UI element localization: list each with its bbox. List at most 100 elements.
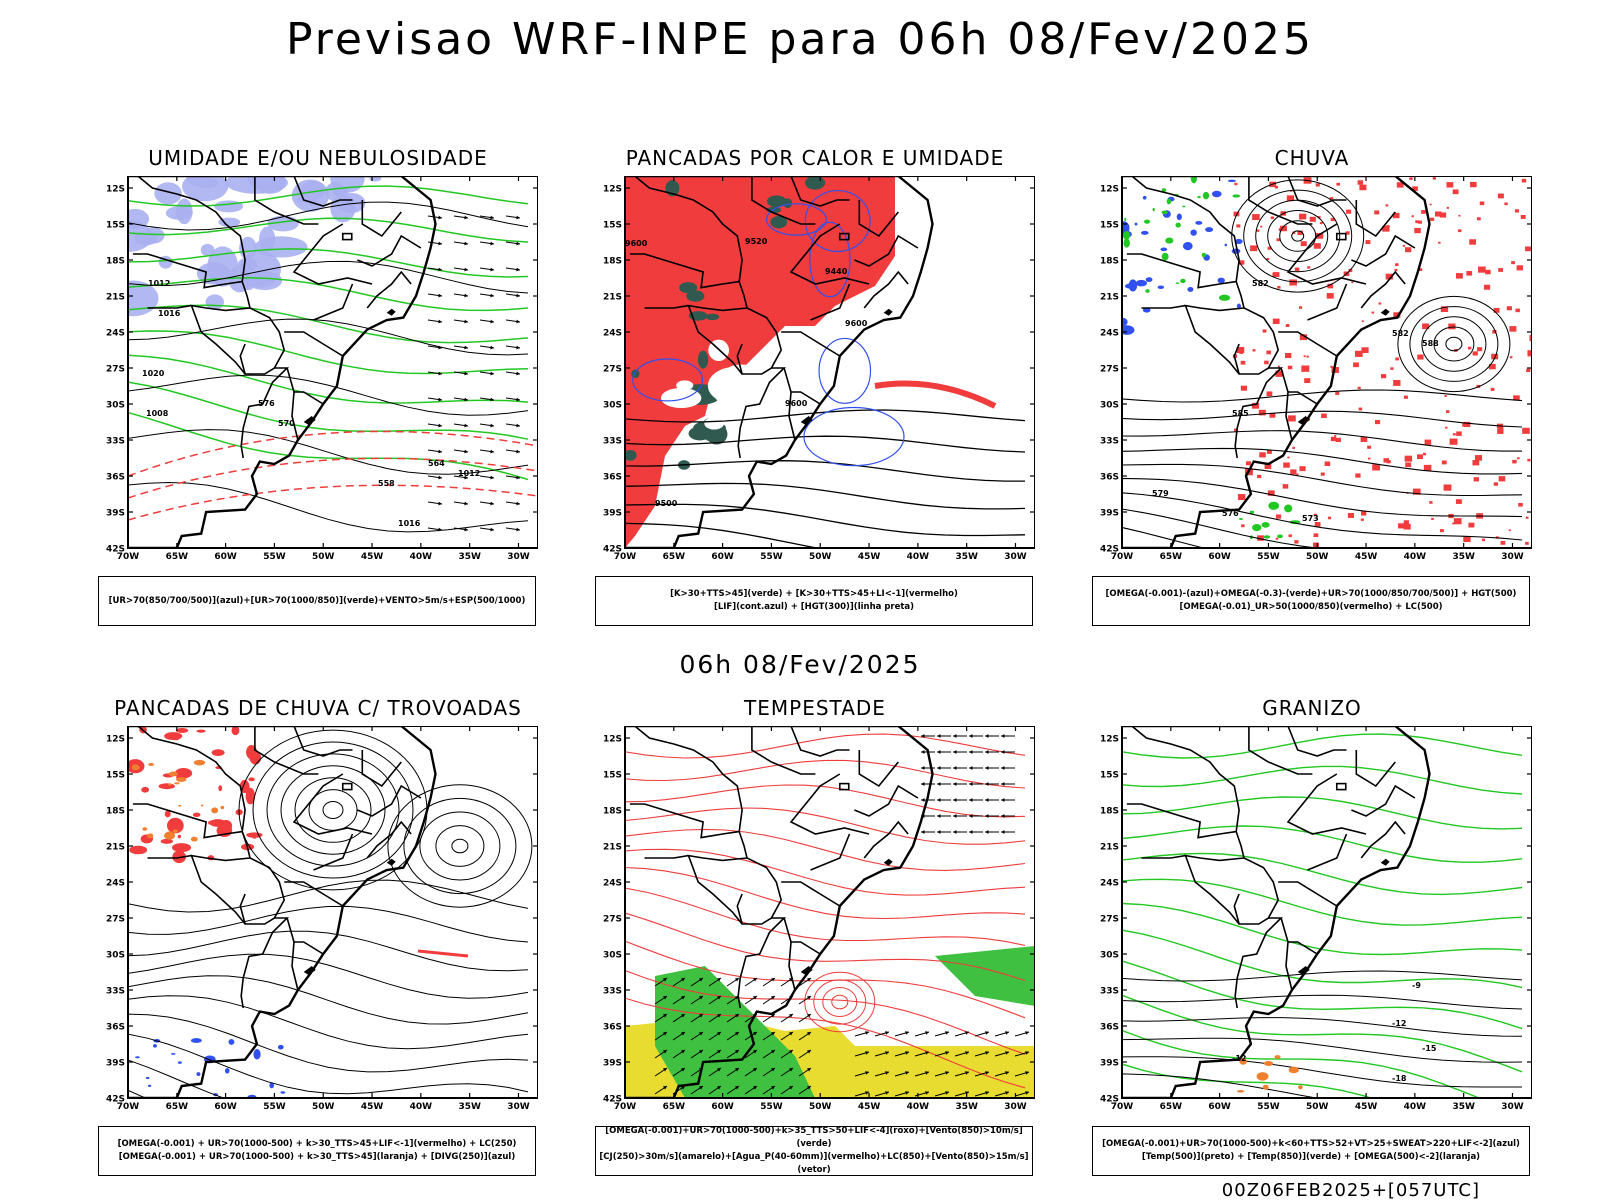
thunder-orange-area [164,831,176,840]
omega-area [1142,307,1151,313]
border-line [1234,917,1284,1009]
rain-area [1250,245,1258,252]
lon-label: 50W [809,552,832,562]
divergence-area [253,1049,261,1060]
rain-area [1357,386,1361,390]
border-line [1278,331,1338,357]
rain-area [1435,211,1442,217]
contour-label: -18 [1392,1074,1407,1083]
rain-area [1462,422,1468,427]
humidity-contour [128,354,529,404]
thunder-orange-area [190,836,198,842]
lat-label: 12S [1100,185,1119,195]
lon-label: 60W [1208,552,1231,562]
lat-label: 15S [106,771,125,781]
wind-vector [438,267,442,272]
rain-area [1330,436,1337,442]
wind-vector [937,798,941,802]
wind-vector [717,1050,721,1054]
pressure-contour [128,429,529,475]
omega-area [1176,213,1182,221]
rain-area [1456,273,1463,279]
omega-strong-area [1201,252,1207,258]
divergence-area [135,1056,140,1059]
rain-area [1297,230,1303,235]
border-line [240,917,290,1009]
wind-vector [945,1091,949,1095]
rain-area [1393,380,1401,386]
rain-area [1315,183,1320,187]
lon-label: 60W [711,1102,734,1112]
lon-label: 50W [1306,552,1329,562]
wind-vector [953,830,957,834]
rain-area [1252,214,1260,221]
lon-label: 65W [1160,1102,1183,1112]
border-line [789,773,870,835]
streamline [128,930,529,972]
wind-vector [969,814,973,818]
border-line [254,176,319,225]
omega-strong-area [1277,534,1283,539]
lon-label: 50W [312,1102,335,1112]
wind-vector [490,371,494,376]
wind-vector [464,449,468,454]
map-layers [128,726,533,1098]
wind-vector [807,1086,811,1090]
rain-area [1288,534,1292,538]
clear-area [746,365,779,396]
capital-marker [341,232,353,241]
streamline [280,765,386,855]
border-line [783,917,796,991]
rain-area [1448,323,1456,330]
lagoon [1297,966,1310,975]
water-contour [625,988,1026,1089]
temp-850-contour [1122,796,1523,830]
wind-vector [985,734,989,738]
wind-vector [717,1068,721,1072]
map-frame [127,176,538,549]
lat-label: 36S [106,1023,125,1033]
rain-area [1374,210,1380,215]
legend-line: [OMEGA(-0.001) + UR>70(1000-500) + k>30_… [118,1152,516,1162]
panel-title: GRANIZO [1262,696,1362,720]
rain-area [1355,473,1361,478]
wind-vector [464,397,468,402]
omega-area [1190,229,1197,236]
height-contour [1433,326,1475,362]
thunder-area [129,845,148,855]
rain-area [1237,494,1246,501]
temp-500-contour [1122,970,1523,982]
wind-vector [735,1086,739,1090]
wind-vector [965,1071,969,1075]
wind-vector [865,1071,869,1075]
border-line [1355,750,1396,788]
rain-area [1479,201,1485,206]
map-layers [625,726,1035,1098]
lat-label: 12S [1100,735,1119,745]
rain-area [1257,474,1262,479]
thunder-area [172,843,192,853]
lat-label: 27S [1100,365,1119,375]
lon-label: 30W [1004,1102,1027,1112]
rain-area [1303,355,1306,358]
border-line [810,833,851,871]
wind-vector [925,1051,929,1055]
water-contour [625,759,1026,789]
rain-area [1472,459,1480,466]
wind-vector [663,1032,667,1036]
streamline [266,753,400,867]
wind-vector [865,1051,869,1055]
omega-strong-area [1238,518,1243,521]
rain-area [1299,213,1307,220]
border-line [790,176,850,207]
rain-area [1358,407,1363,411]
omega-area [1128,279,1138,292]
rain-area [1314,522,1321,527]
rain-area [1276,238,1281,242]
wind-vector [717,1086,721,1090]
map-heat-showers: 9600 9520 9440 9600 9600 9500 12S 15S 18S 21S 24S 2… [603,176,1035,562]
wind-850-area [655,966,815,1098]
humidity-area [242,281,255,291]
lat-label: 36S [1100,473,1119,483]
